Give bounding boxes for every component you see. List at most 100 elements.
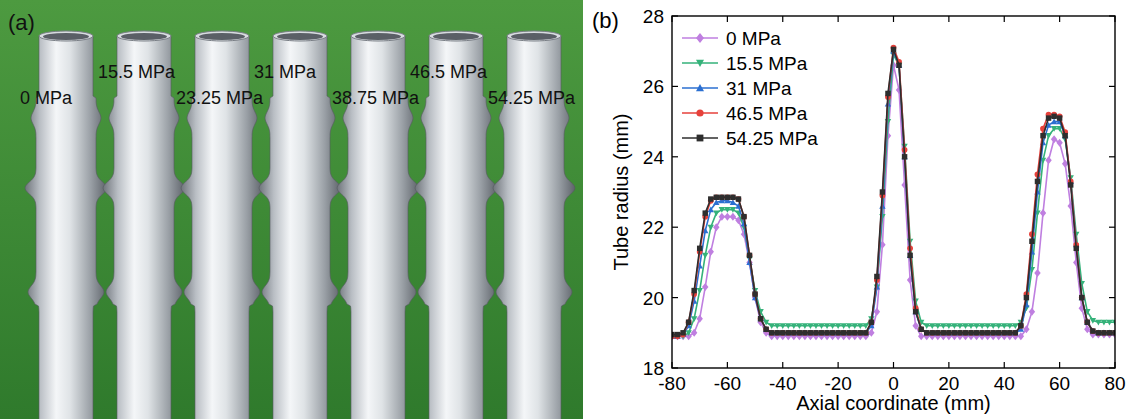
y-tick-right bbox=[1109, 297, 1115, 298]
tube-label: 46.5 MPa bbox=[410, 62, 488, 82]
y-tick-label: 18 bbox=[643, 358, 664, 379]
point bbox=[758, 316, 763, 321]
point bbox=[1057, 115, 1062, 120]
point bbox=[996, 330, 1002, 336]
point bbox=[1106, 330, 1112, 336]
panel-label: (a) bbox=[8, 10, 35, 35]
point bbox=[840, 323, 846, 329]
point bbox=[990, 330, 996, 336]
point bbox=[941, 330, 946, 335]
point bbox=[741, 214, 746, 219]
point bbox=[1074, 246, 1079, 251]
point bbox=[868, 319, 874, 325]
point bbox=[730, 207, 736, 213]
point bbox=[774, 330, 780, 336]
y-tick bbox=[672, 86, 678, 87]
point bbox=[857, 330, 863, 336]
point bbox=[1062, 132, 1068, 138]
point bbox=[918, 332, 924, 340]
legend-marker bbox=[696, 60, 704, 67]
point bbox=[990, 323, 996, 329]
x-tick-label: 40 bbox=[994, 373, 1015, 394]
point bbox=[968, 330, 974, 336]
point bbox=[768, 330, 774, 336]
point bbox=[763, 326, 769, 332]
point bbox=[785, 330, 791, 336]
point bbox=[685, 330, 691, 336]
series-line bbox=[672, 49, 1115, 334]
point bbox=[691, 288, 696, 293]
y-tick-label: 22 bbox=[643, 217, 664, 238]
point bbox=[1040, 133, 1045, 138]
point bbox=[1056, 139, 1062, 147]
point bbox=[696, 288, 702, 294]
point bbox=[930, 330, 935, 335]
series bbox=[672, 61, 1115, 340]
point bbox=[1090, 328, 1095, 333]
point bbox=[1051, 118, 1057, 124]
point bbox=[1051, 114, 1056, 119]
y-axis-title: Tube radius (mm) bbox=[610, 113, 632, 270]
point bbox=[835, 330, 840, 335]
point bbox=[769, 330, 775, 336]
point bbox=[763, 326, 769, 332]
y-tick bbox=[672, 156, 678, 157]
series bbox=[672, 52, 1115, 339]
series-line bbox=[672, 65, 1115, 336]
point bbox=[719, 194, 725, 200]
tube-rim bbox=[273, 31, 327, 41]
point bbox=[874, 274, 879, 279]
legend-label: 46.5 MPa bbox=[726, 103, 808, 124]
tube bbox=[415, 36, 497, 419]
point bbox=[780, 323, 786, 329]
point bbox=[940, 330, 946, 336]
point bbox=[708, 225, 714, 231]
point bbox=[957, 323, 963, 329]
point bbox=[952, 330, 957, 335]
point bbox=[1007, 330, 1013, 336]
point bbox=[1095, 330, 1101, 336]
point bbox=[768, 323, 774, 329]
tube-opening bbox=[355, 33, 401, 40]
point bbox=[1018, 323, 1023, 328]
x-axis-title: Axial coordinate (mm) bbox=[796, 392, 991, 414]
point bbox=[780, 330, 786, 336]
point bbox=[813, 330, 818, 335]
y-tick-label: 26 bbox=[643, 76, 664, 97]
point bbox=[979, 330, 984, 335]
point bbox=[1018, 323, 1024, 329]
x-tick-top bbox=[782, 16, 783, 22]
x-tick bbox=[838, 362, 839, 368]
tube-rim bbox=[507, 31, 561, 41]
series bbox=[672, 48, 1115, 339]
x-tick bbox=[893, 362, 894, 368]
point bbox=[846, 323, 852, 329]
point bbox=[940, 330, 946, 336]
point bbox=[962, 330, 968, 336]
point bbox=[1012, 330, 1018, 336]
point bbox=[1085, 320, 1090, 325]
point bbox=[1095, 320, 1101, 326]
point bbox=[1051, 135, 1057, 143]
point bbox=[963, 330, 968, 335]
point bbox=[730, 199, 736, 205]
point bbox=[1084, 319, 1090, 325]
tube-opening bbox=[121, 33, 167, 40]
point bbox=[985, 330, 991, 336]
point bbox=[808, 330, 813, 335]
point bbox=[724, 213, 730, 221]
tube-label: 23.25 MPa bbox=[176, 88, 264, 108]
point bbox=[774, 330, 780, 336]
point bbox=[841, 330, 847, 336]
point bbox=[752, 291, 758, 297]
point bbox=[824, 330, 829, 335]
point bbox=[935, 323, 941, 329]
y-tick bbox=[672, 227, 678, 228]
point bbox=[686, 319, 692, 325]
point bbox=[791, 330, 796, 335]
point bbox=[807, 323, 813, 329]
y-tick-label: 20 bbox=[643, 288, 664, 309]
point bbox=[896, 63, 902, 69]
point bbox=[719, 207, 725, 213]
point bbox=[951, 330, 957, 336]
